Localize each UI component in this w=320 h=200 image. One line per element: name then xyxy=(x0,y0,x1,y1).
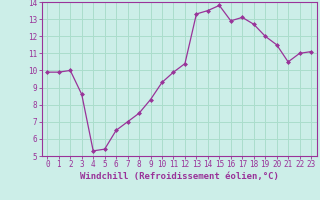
X-axis label: Windchill (Refroidissement éolien,°C): Windchill (Refroidissement éolien,°C) xyxy=(80,172,279,181)
